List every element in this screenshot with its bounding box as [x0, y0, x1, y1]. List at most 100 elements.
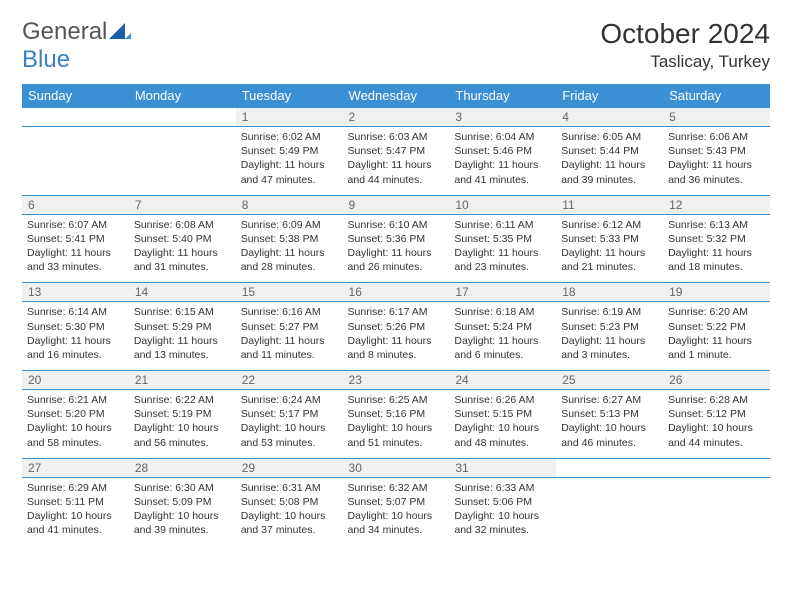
- weekday-header: Monday: [129, 84, 236, 108]
- daylight-text: Daylight: 10 hours and 41 minutes.: [27, 509, 124, 537]
- sunrise-text: Sunrise: 6:32 AM: [348, 481, 445, 495]
- day-info-cell: Sunrise: 6:28 AMSunset: 5:12 PMDaylight:…: [663, 390, 770, 459]
- day-number-cell: 17: [449, 283, 556, 302]
- day-number-cell: 1: [236, 108, 343, 127]
- day-info-cell: Sunrise: 6:30 AMSunset: 5:09 PMDaylight:…: [129, 477, 236, 545]
- daylight-text: Daylight: 10 hours and 32 minutes.: [454, 509, 551, 537]
- day-info-cell: Sunrise: 6:04 AMSunset: 5:46 PMDaylight:…: [449, 127, 556, 196]
- day-number-cell: 5: [663, 108, 770, 127]
- day-number-cell: 6: [22, 195, 129, 214]
- day-info-row: Sunrise: 6:21 AMSunset: 5:20 PMDaylight:…: [22, 390, 770, 459]
- day-number-cell: 22: [236, 371, 343, 390]
- day-info-cell: Sunrise: 6:18 AMSunset: 5:24 PMDaylight:…: [449, 302, 556, 371]
- sunrise-text: Sunrise: 6:13 AM: [668, 218, 765, 232]
- calendar-body: 12345Sunrise: 6:02 AMSunset: 5:49 PMDayl…: [22, 108, 770, 546]
- day-number-cell: 26: [663, 371, 770, 390]
- sunrise-text: Sunrise: 6:20 AM: [668, 305, 765, 319]
- sunrise-text: Sunrise: 6:25 AM: [348, 393, 445, 407]
- daylight-text: Daylight: 11 hours and 47 minutes.: [241, 158, 338, 186]
- daylight-text: Daylight: 11 hours and 41 minutes.: [454, 158, 551, 186]
- sunset-text: Sunset: 5:20 PM: [27, 407, 124, 421]
- sunrise-text: Sunrise: 6:29 AM: [27, 481, 124, 495]
- daylight-text: Daylight: 11 hours and 13 minutes.: [134, 334, 231, 362]
- day-info-cell: Sunrise: 6:27 AMSunset: 5:13 PMDaylight:…: [556, 390, 663, 459]
- day-info-cell: Sunrise: 6:16 AMSunset: 5:27 PMDaylight:…: [236, 302, 343, 371]
- sunset-text: Sunset: 5:44 PM: [561, 144, 658, 158]
- day-info-cell: Sunrise: 6:32 AMSunset: 5:07 PMDaylight:…: [343, 477, 450, 545]
- sunrise-text: Sunrise: 6:11 AM: [454, 218, 551, 232]
- day-number-cell: 15: [236, 283, 343, 302]
- weekday-header: Sunday: [22, 84, 129, 108]
- sunset-text: Sunset: 5:36 PM: [348, 232, 445, 246]
- daylight-text: Daylight: 11 hours and 33 minutes.: [27, 246, 124, 274]
- day-number-cell: 13: [22, 283, 129, 302]
- sunrise-text: Sunrise: 6:26 AM: [454, 393, 551, 407]
- day-info-cell: Sunrise: 6:19 AMSunset: 5:23 PMDaylight:…: [556, 302, 663, 371]
- sunrise-text: Sunrise: 6:14 AM: [27, 305, 124, 319]
- sunrise-text: Sunrise: 6:19 AM: [561, 305, 658, 319]
- day-number-cell: [663, 458, 770, 477]
- day-number-cell: 11: [556, 195, 663, 214]
- day-number-cell: 4: [556, 108, 663, 127]
- day-number-cell: 10: [449, 195, 556, 214]
- day-number-cell: 14: [129, 283, 236, 302]
- daylight-text: Daylight: 11 hours and 44 minutes.: [348, 158, 445, 186]
- day-number-row: 13141516171819: [22, 283, 770, 302]
- daylight-text: Daylight: 11 hours and 39 minutes.: [561, 158, 658, 186]
- sunrise-text: Sunrise: 6:27 AM: [561, 393, 658, 407]
- day-number-row: 12345: [22, 108, 770, 127]
- sunrise-text: Sunrise: 6:22 AM: [134, 393, 231, 407]
- day-number-cell: 31: [449, 458, 556, 477]
- day-info-cell: Sunrise: 6:06 AMSunset: 5:43 PMDaylight:…: [663, 127, 770, 196]
- day-info-cell: Sunrise: 6:12 AMSunset: 5:33 PMDaylight:…: [556, 214, 663, 283]
- brand-part1: General: [22, 18, 107, 45]
- daylight-text: Daylight: 11 hours and 16 minutes.: [27, 334, 124, 362]
- sunset-text: Sunset: 5:38 PM: [241, 232, 338, 246]
- daylight-text: Daylight: 10 hours and 37 minutes.: [241, 509, 338, 537]
- day-number-cell: 2: [343, 108, 450, 127]
- day-number-cell: 27: [22, 458, 129, 477]
- day-number-cell: 18: [556, 283, 663, 302]
- daylight-text: Daylight: 11 hours and 6 minutes.: [454, 334, 551, 362]
- sunset-text: Sunset: 5:26 PM: [348, 320, 445, 334]
- day-number-cell: [22, 108, 129, 127]
- daylight-text: Daylight: 11 hours and 11 minutes.: [241, 334, 338, 362]
- day-number-cell: 20: [22, 371, 129, 390]
- sunrise-text: Sunrise: 6:30 AM: [134, 481, 231, 495]
- daylight-text: Daylight: 11 hours and 21 minutes.: [561, 246, 658, 274]
- daylight-text: Daylight: 10 hours and 34 minutes.: [348, 509, 445, 537]
- sunset-text: Sunset: 5:22 PM: [668, 320, 765, 334]
- day-number-cell: 21: [129, 371, 236, 390]
- day-info-cell: Sunrise: 6:21 AMSunset: 5:20 PMDaylight:…: [22, 390, 129, 459]
- day-number-cell: 9: [343, 195, 450, 214]
- sunset-text: Sunset: 5:16 PM: [348, 407, 445, 421]
- sunset-text: Sunset: 5:13 PM: [561, 407, 658, 421]
- day-number-row: 20212223242526: [22, 371, 770, 390]
- day-number-cell: 3: [449, 108, 556, 127]
- sunset-text: Sunset: 5:15 PM: [454, 407, 551, 421]
- weekday-header: Wednesday: [343, 84, 450, 108]
- day-info-cell: Sunrise: 6:22 AMSunset: 5:19 PMDaylight:…: [129, 390, 236, 459]
- day-info-cell: Sunrise: 6:07 AMSunset: 5:41 PMDaylight:…: [22, 214, 129, 283]
- day-number-cell: 30: [343, 458, 450, 477]
- sunrise-text: Sunrise: 6:07 AM: [27, 218, 124, 232]
- sunrise-text: Sunrise: 6:28 AM: [668, 393, 765, 407]
- day-number-cell: 7: [129, 195, 236, 214]
- day-info-cell: [22, 127, 129, 196]
- day-info-cell: Sunrise: 6:10 AMSunset: 5:36 PMDaylight:…: [343, 214, 450, 283]
- logo-sail-icon: [109, 23, 131, 39]
- page-header: General Blue October 2024 Taslicay, Turk…: [22, 18, 770, 74]
- daylight-text: Daylight: 11 hours and 18 minutes.: [668, 246, 765, 274]
- brand-name: General Blue: [22, 18, 131, 74]
- day-info-cell: Sunrise: 6:17 AMSunset: 5:26 PMDaylight:…: [343, 302, 450, 371]
- sunset-text: Sunset: 5:12 PM: [668, 407, 765, 421]
- sunset-text: Sunset: 5:30 PM: [27, 320, 124, 334]
- day-info-cell: Sunrise: 6:31 AMSunset: 5:08 PMDaylight:…: [236, 477, 343, 545]
- day-number-row: 2728293031: [22, 458, 770, 477]
- daylight-text: Daylight: 11 hours and 8 minutes.: [348, 334, 445, 362]
- day-info-cell: Sunrise: 6:08 AMSunset: 5:40 PMDaylight:…: [129, 214, 236, 283]
- sunset-text: Sunset: 5:17 PM: [241, 407, 338, 421]
- day-info-row: Sunrise: 6:07 AMSunset: 5:41 PMDaylight:…: [22, 214, 770, 283]
- sunset-text: Sunset: 5:08 PM: [241, 495, 338, 509]
- daylight-text: Daylight: 10 hours and 58 minutes.: [27, 421, 124, 449]
